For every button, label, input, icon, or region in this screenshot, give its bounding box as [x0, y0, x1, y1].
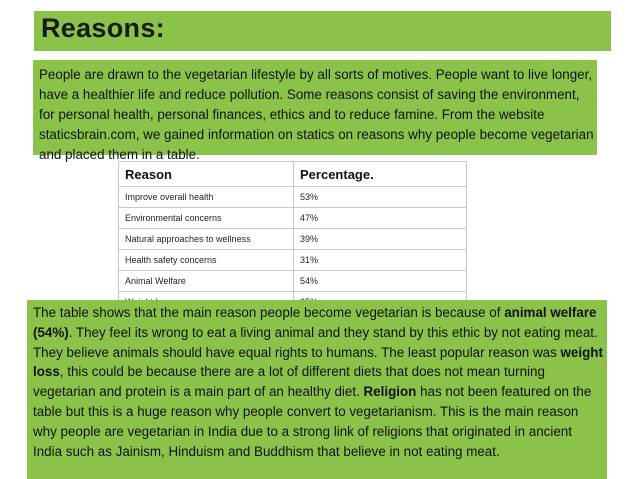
table-row: Improve overall health 53%	[118, 186, 467, 208]
summary-text-1: The table shows that the main reason peo…	[33, 305, 505, 320]
reason-cell: Environmental concerns	[118, 207, 294, 229]
summary-box: The table shows that the main reason peo…	[27, 300, 607, 479]
percentage-cell: 39%	[293, 228, 467, 250]
table-row: Animal Welfare 54%	[118, 270, 467, 292]
header-reason: Reason	[118, 161, 294, 187]
summary-highlight-religion: Religion	[363, 384, 417, 400]
title-banner: Reasons:	[34, 11, 611, 51]
reason-cell: Natural approaches to wellness	[118, 228, 294, 250]
percentage-cell: 53%	[293, 186, 467, 208]
summary-text-3: , this could be because there are a lot …	[33, 364, 545, 400]
reason-cell: Health safety concerns	[118, 249, 294, 271]
reason-cell: Animal Welfare	[118, 270, 294, 292]
percentage-cell: 54%	[293, 270, 467, 292]
slide-title: Reasons:	[41, 13, 165, 43]
summary-highlight-weight-loss: weight loss	[33, 344, 603, 380]
summary-text-4: has not been featured on the table but t…	[33, 384, 592, 459]
summary-highlight-animal-welfare: animal welfare (54%)	[33, 305, 597, 340]
percentage-cell: 31%	[293, 249, 467, 271]
table-row: Health safety concerns 31%	[118, 249, 467, 271]
intro-box: People are drawn to the vegetarian lifes…	[33, 60, 597, 162]
header-percentage: Percentage.	[293, 161, 467, 187]
table-row: Environmental concerns 47%	[118, 207, 467, 229]
percentage-cell: 47%	[293, 207, 467, 229]
table-row: Natural approaches to wellness 39%	[118, 228, 467, 250]
summary-paragraph: The table shows that the main reason peo…	[33, 303, 603, 461]
reason-cell: Improve overall health	[118, 186, 294, 208]
table-header-row: Reason Percentage.	[118, 161, 467, 187]
intro-paragraph: People are drawn to the vegetarian lifes…	[39, 67, 594, 162]
reasons-table: Reason Percentage. Improve overall healt…	[118, 161, 467, 313]
summary-text-2: . They feel its wrong to eat a living an…	[33, 324, 598, 360]
